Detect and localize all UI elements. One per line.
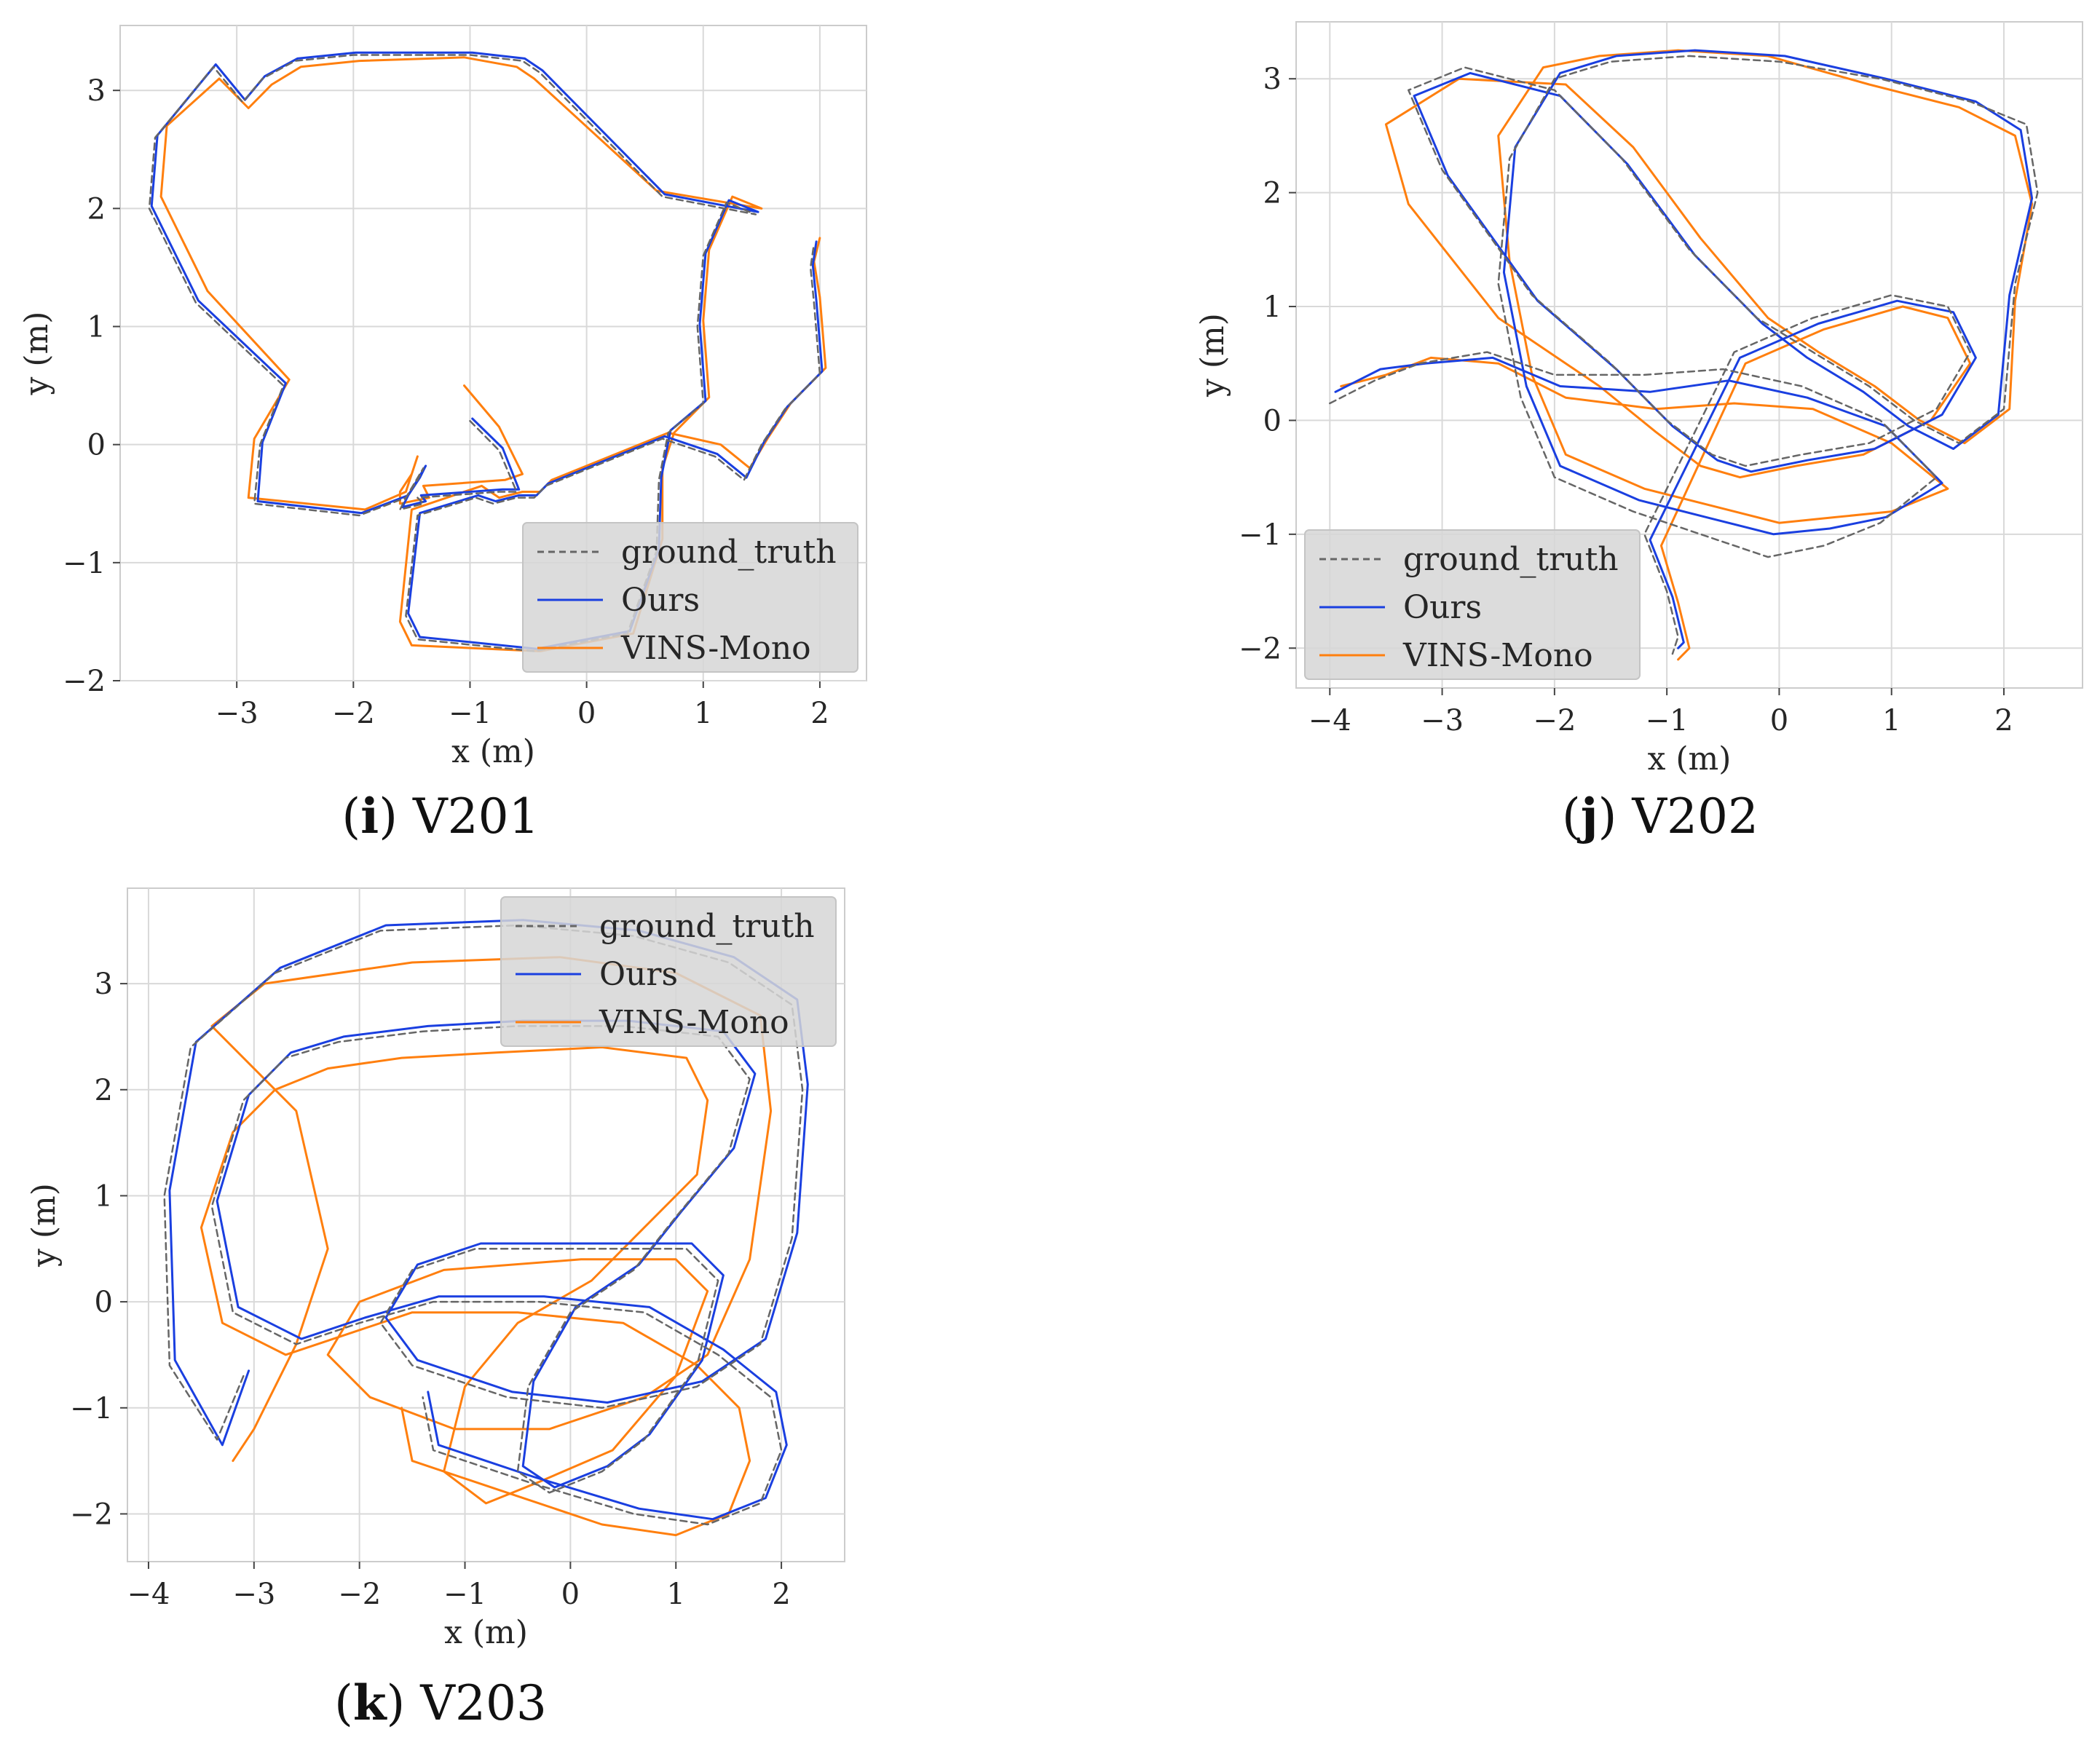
legend-box [500, 896, 837, 1047]
x-tick-label: −1 [443, 1578, 486, 1611]
y-tick-label: 3 [95, 968, 113, 1001]
x-tick-label: −2 [1533, 704, 1576, 737]
x-tick-label: −3 [216, 697, 258, 730]
legend: ground_truth Ours VINS-Mono [500, 896, 837, 1047]
legend-label: Ours [599, 956, 678, 993]
y-tick-label: 2 [95, 1074, 113, 1107]
series-line-ours [150, 51, 824, 650]
legend-label: Ours [621, 582, 700, 619]
x-axis-label: x (m) [1648, 740, 1732, 778]
x-tick-label: −3 [232, 1578, 275, 1611]
y-tick-label: 3 [87, 74, 106, 108]
legend-label: ground_truth [599, 908, 815, 945]
y-tick-label: 2 [87, 192, 106, 226]
y-tick-label: 1 [95, 1179, 113, 1213]
x-tick-label: 2 [772, 1578, 790, 1611]
x-tick-label: −2 [332, 697, 375, 730]
x-tick-label: −4 [127, 1578, 170, 1611]
y-tick-label: 1 [1263, 290, 1282, 324]
y-tick-label: 1 [87, 311, 106, 344]
chart-panel-v202: −4 −3 −2 −1 0 1 2 −2 −1 0 1 2 3 x (m) y (m) ground_trut… [1194, 21, 2083, 778]
legend-label: ground_truth [621, 534, 837, 571]
caption-letter: j [1580, 788, 1598, 845]
x-axis-label: x (m) [444, 1614, 528, 1651]
series-line-ground-truth [148, 54, 821, 652]
y-axis-label: y (m) [18, 312, 55, 396]
x-tick-label: −2 [338, 1578, 381, 1611]
caption-v203: (k) V203 [334, 1674, 547, 1731]
caption-name: V202 [1632, 788, 1759, 845]
y-axis-label: y (m) [1194, 313, 1231, 398]
x-tick-label: 0 [577, 697, 596, 730]
legend: ground_truth Ours VINS-Mono [1304, 529, 1641, 680]
y-tick-label: −1 [1239, 518, 1282, 552]
caption-letter: k [352, 1674, 387, 1731]
x-tick-label: −1 [1646, 704, 1689, 737]
series-line-vins-mono [159, 56, 827, 652]
y-tick-label: 0 [95, 1286, 113, 1319]
caption-v201: (i) V201 [342, 788, 540, 845]
y-tick-label: 0 [1263, 404, 1282, 438]
legend: ground_truth Ours VINS-Mono [522, 522, 858, 673]
x-tick-label: −3 [1421, 704, 1464, 737]
series-group [148, 51, 827, 652]
caption-name: V203 [420, 1675, 547, 1731]
chart-panel-v201: −3 −2 −1 0 1 2 −2 −1 0 1 2 3 x (m) y (m) ground_truth O… [18, 25, 867, 770]
y-axis-label: y (m) [25, 1183, 63, 1267]
legend-label: ground_truth [1403, 541, 1619, 578]
legend-label: Ours [1403, 589, 1482, 626]
x-tick-label: 1 [694, 697, 712, 730]
series-group [1329, 49, 2039, 661]
legend-label: VINS-Mono [1402, 637, 1593, 674]
x-tick-label: 1 [667, 1578, 685, 1611]
legend-box [522, 522, 858, 673]
y-tick-label: −1 [63, 547, 106, 580]
y-tick-label: 2 [1263, 177, 1282, 210]
y-tick-label: −2 [1239, 632, 1282, 665]
x-tick-label: 2 [1994, 704, 2013, 737]
x-tick-label: −4 [1308, 704, 1351, 737]
y-tick-label: −1 [70, 1392, 113, 1425]
y-tick-label: 3 [1263, 63, 1282, 96]
chart-panel-v203: −4 −3 −2 −1 0 1 2 −2 −1 0 1 2 3 x (m) y (m) ground_trut… [25, 887, 845, 1651]
x-tick-label: 2 [810, 697, 829, 730]
caption-v202: (j) V202 [1561, 788, 1759, 845]
legend-label: VINS-Mono [599, 1004, 789, 1041]
x-tick-label: −1 [449, 697, 492, 730]
y-tick-label: −2 [70, 1498, 113, 1531]
x-tick-label: 1 [1882, 704, 1900, 737]
series-line-ours [1334, 49, 2034, 649]
x-tick-label: 0 [1770, 704, 1788, 737]
legend-label: VINS-Mono [620, 630, 811, 667]
x-tick-label: 0 [561, 1578, 580, 1611]
y-tick-label: −2 [63, 665, 106, 698]
legend-box [1304, 529, 1641, 680]
series-line-ground-truth [1329, 55, 2039, 655]
caption-name: V201 [412, 788, 540, 845]
caption-letter: i [360, 788, 379, 845]
y-tick-label: 0 [87, 429, 106, 462]
x-axis-label: x (m) [451, 733, 535, 770]
